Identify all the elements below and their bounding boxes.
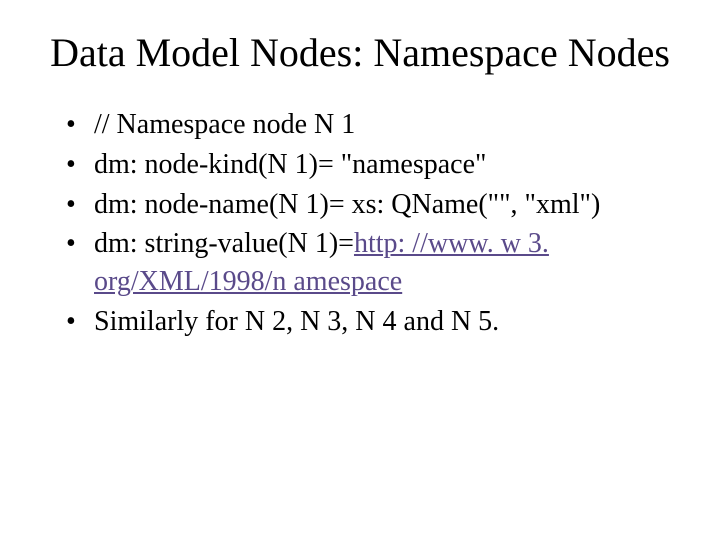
bullet-text: dm: string-value(N 1)= xyxy=(94,228,354,259)
list-item: dm: string-value(N 1)=http: //www. w 3. … xyxy=(60,225,670,301)
bullet-text: dm: node-kind(N 1)= "namespace" xyxy=(94,149,486,180)
bullet-text: Similarly for N 2, N 3, N 4 and N 5. xyxy=(94,306,499,337)
bullet-text: dm: node-name(N 1)= xs: QName("", "xml") xyxy=(94,189,600,220)
list-item: // Namespace node N 1 xyxy=(60,106,670,144)
slide: Data Model Nodes: Namespace Nodes // Nam… xyxy=(0,0,720,540)
bullet-list: // Namespace node N 1 dm: node-kind(N 1)… xyxy=(50,106,670,341)
list-item: Similarly for N 2, N 3, N 4 and N 5. xyxy=(60,303,670,341)
list-item: dm: node-name(N 1)= xs: QName("", "xml") xyxy=(60,186,670,224)
list-item: dm: node-kind(N 1)= "namespace" xyxy=(60,146,670,184)
slide-title: Data Model Nodes: Namespace Nodes xyxy=(50,30,670,76)
bullet-text: // Namespace node N 1 xyxy=(94,109,355,140)
